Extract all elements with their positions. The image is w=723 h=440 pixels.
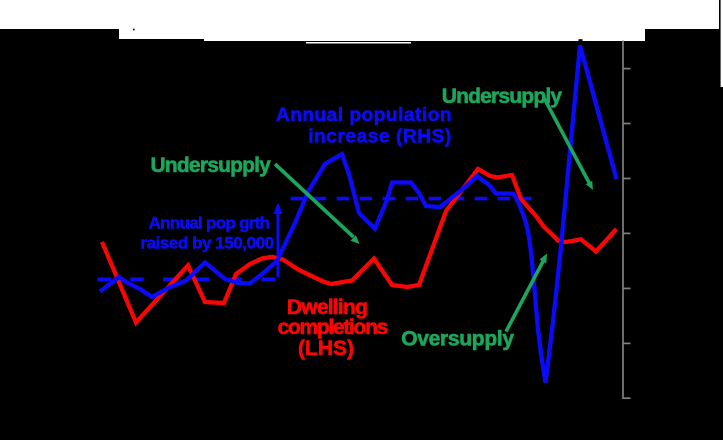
svg-text:raised by 150,000: raised by 150,000 [140, 233, 273, 252]
svg-text:Oversupply: Oversupply [401, 327, 514, 350]
svg-text:completions: completions [278, 316, 388, 339]
svg-text:increase (RHS): increase (RHS) [308, 127, 452, 148]
svg-text:Dwelling: Dwelling [287, 296, 367, 319]
svg-text:Annual population: Annual population [276, 105, 452, 126]
svg-text:Undersupply: Undersupply [151, 154, 272, 177]
svg-text:(LHS): (LHS) [298, 337, 354, 360]
svg-text:Annual pop grth: Annual pop grth [149, 214, 270, 233]
svg-text:Undersupply: Undersupply [442, 85, 563, 108]
